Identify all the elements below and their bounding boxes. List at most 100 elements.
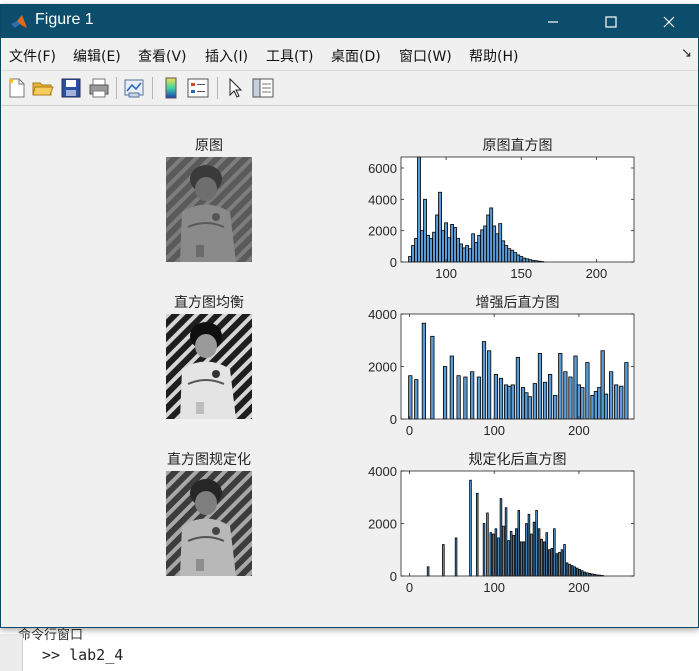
histogram-bar: [430, 335, 435, 420]
menu-insert[interactable]: 插入(I): [205, 49, 249, 65]
open-file-icon[interactable]: [31, 76, 55, 100]
equalized-image: [166, 314, 252, 419]
histogram-bar: [494, 528, 498, 577]
menu-window[interactable]: 窗口(W): [399, 49, 452, 65]
command-window-gutter: [0, 634, 23, 671]
minimize-button[interactable]: [524, 5, 582, 38]
desktop-background: [0, 0, 699, 6]
histogram-bar: [522, 541, 526, 577]
histogram-bar: [514, 528, 518, 577]
figure-window: Figure 1 文件(F) 编辑(E) 查看(V) 插入(I) 工具(T) 桌…: [0, 4, 699, 628]
x-tick-label: 100: [483, 423, 505, 438]
histogram-bar: [530, 533, 533, 577]
menu-desktop[interactable]: 桌面(D): [331, 49, 381, 65]
new-figure-icon[interactable]: [5, 76, 29, 100]
x-tick-label: 200: [568, 580, 590, 595]
histogram-bar: [585, 362, 590, 420]
link-plot-icon[interactable]: [122, 76, 146, 100]
histogram-bar: [423, 198, 427, 263]
command-window-label: 命令行窗口: [18, 628, 84, 643]
menu-file[interactable]: 文件(F): [9, 49, 56, 65]
histogram-bar: [442, 366, 448, 420]
x-tick-label: 0: [406, 580, 413, 595]
histogram-bar: [463, 376, 468, 420]
histogram-bar: [489, 207, 494, 263]
histogram-bar: [441, 230, 445, 263]
histogram-bar: [480, 229, 485, 263]
histogram-bar: [565, 562, 569, 577]
print-icon[interactable]: [87, 76, 111, 100]
histogram-bar: [517, 509, 521, 577]
histogram-bar: [414, 238, 418, 263]
histogram-bar: [476, 376, 482, 420]
legend-icon[interactable]: [186, 76, 210, 100]
property-inspector-icon[interactable]: [251, 76, 275, 100]
pointer-icon[interactable]: [223, 76, 247, 100]
title-bar[interactable]: Figure 1: [1, 5, 698, 38]
window-title: Figure 1: [35, 11, 94, 28]
menu-view[interactable]: 查看(V): [138, 49, 187, 65]
histogram-bar: [542, 381, 548, 420]
histogram-bar: [624, 362, 629, 420]
histogram-bar: [550, 548, 554, 577]
y-tick-label: 0: [390, 569, 397, 584]
x-tick-label: 100: [435, 266, 457, 281]
histogram-bar: [532, 383, 537, 420]
histogram-bar: [600, 350, 605, 420]
menu-edit[interactable]: 编辑(E): [73, 49, 121, 65]
menu-help[interactable]: 帮助(H): [469, 49, 519, 65]
toolbar-separator: [152, 77, 153, 99]
histogram-bar: [609, 371, 614, 420]
histogram-bar: [453, 227, 458, 263]
histogram-bar: [590, 394, 595, 420]
y-tick-label: 4000: [368, 464, 397, 479]
histogram-bar: [444, 222, 448, 263]
histogram-bar: [513, 252, 518, 263]
histogram-bar: [420, 230, 424, 263]
histogram-bar: [525, 523, 528, 577]
y-tick-label: 4000: [368, 307, 397, 322]
histogram-bar: [468, 248, 473, 263]
histogram-bar: [568, 563, 571, 577]
histogram-bar: [450, 223, 455, 263]
command-prompt[interactable]: >> lab2_4: [42, 646, 124, 664]
histogram-bar: [537, 528, 541, 577]
histogram-bar: [426, 234, 430, 263]
save-icon[interactable]: [59, 76, 83, 100]
histogram-bar: [474, 242, 479, 263]
maximize-icon: [605, 15, 617, 28]
histogram-bar: [560, 549, 564, 577]
dock-arrow-icon[interactable]: ↘: [681, 46, 692, 61]
histogram-bar: [459, 243, 464, 263]
histogram-bar: [497, 537, 500, 577]
histogram-bar: [603, 393, 609, 420]
histogram-bar: [447, 237, 452, 263]
specified-image: [166, 471, 252, 576]
menu-bar: 文件(F) 编辑(E) 查看(V) 插入(I) 工具(T) 桌面(D) 窗口(W…: [1, 38, 698, 71]
histogram-bar: [509, 530, 513, 577]
colorbar-icon[interactable]: [159, 76, 183, 100]
histogram-bar: [581, 570, 584, 577]
histogram-bar: [504, 507, 508, 577]
y-tick-label: 0: [390, 255, 397, 270]
histogram-bar: [438, 191, 442, 263]
histogram-bar: [524, 392, 529, 420]
histogram-bar: [487, 350, 492, 420]
original-image: [166, 157, 252, 262]
y-tick-label: 6000: [368, 161, 397, 176]
histogram-bar: [483, 225, 488, 263]
histogram-bar: [481, 341, 487, 420]
close-button[interactable]: [640, 5, 698, 38]
histogram-bar: [593, 391, 598, 420]
menu-tools[interactable]: 工具(T): [266, 49, 314, 65]
histogram-bar: [408, 256, 412, 263]
maximize-button[interactable]: [582, 5, 640, 38]
histogram-bar: [507, 385, 512, 420]
toolbar-separator: [116, 77, 117, 99]
histogram-bar: [486, 512, 489, 577]
histogram-bar: [532, 521, 536, 577]
histogram-bar: [597, 387, 602, 420]
